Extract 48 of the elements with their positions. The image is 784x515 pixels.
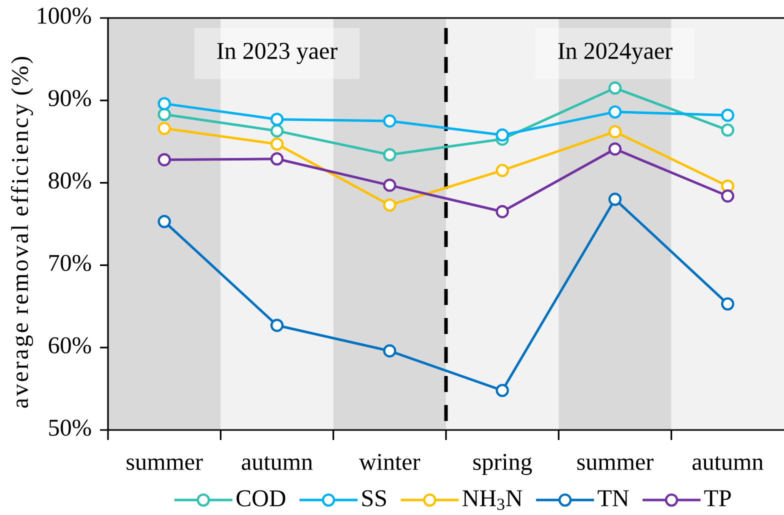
y-tick-label: 90% [48, 90, 91, 106]
annotation: In 2023 yaer [217, 42, 338, 64]
y-tick-label: 60% [48, 337, 91, 354]
point [158, 214, 171, 228]
point [270, 137, 284, 151]
point [383, 198, 396, 212]
y-tick-label: 50% [49, 420, 91, 436]
point [608, 192, 622, 206]
point [270, 124, 284, 138]
x-tick-label: summer [577, 458, 654, 470]
x-tick-label: summer [126, 458, 203, 470]
point [158, 122, 171, 136]
point [721, 297, 734, 311]
y-tick-label: 100% [38, 8, 91, 24]
point [158, 153, 171, 166]
x-tick-label: winter [359, 454, 420, 470]
point [270, 318, 284, 332]
point [496, 205, 509, 218]
point [721, 108, 734, 122]
point [608, 142, 622, 156]
point [383, 148, 396, 162]
legend-label: NH$_{3}$N [462, 490, 522, 510]
point [383, 114, 396, 128]
point [383, 178, 396, 192]
point [608, 125, 622, 138]
point [721, 123, 734, 137]
y-axis-title: average removal efficiency (%) [10, 56, 34, 408]
point [608, 105, 622, 119]
point [496, 384, 509, 398]
point [158, 97, 171, 110]
y-tick-label: 70% [49, 254, 91, 272]
annotation: In 2024yaer [558, 42, 672, 64]
legend-label: TP [704, 490, 731, 506]
point [496, 164, 509, 178]
point [383, 344, 396, 358]
x-tick-label: autumn [242, 456, 313, 470]
point [270, 152, 284, 166]
point [158, 108, 171, 122]
x-tick-label: autumn [692, 456, 764, 470]
point [608, 81, 622, 95]
legend-label: COD [236, 490, 286, 506]
point [721, 189, 734, 203]
legend-label: TN [598, 490, 629, 506]
point [270, 112, 284, 126]
legend-label: SS [362, 490, 386, 506]
x-tick-label: spring [473, 454, 532, 475]
point [496, 128, 509, 142]
y-tick-label: 80% [48, 172, 91, 189]
